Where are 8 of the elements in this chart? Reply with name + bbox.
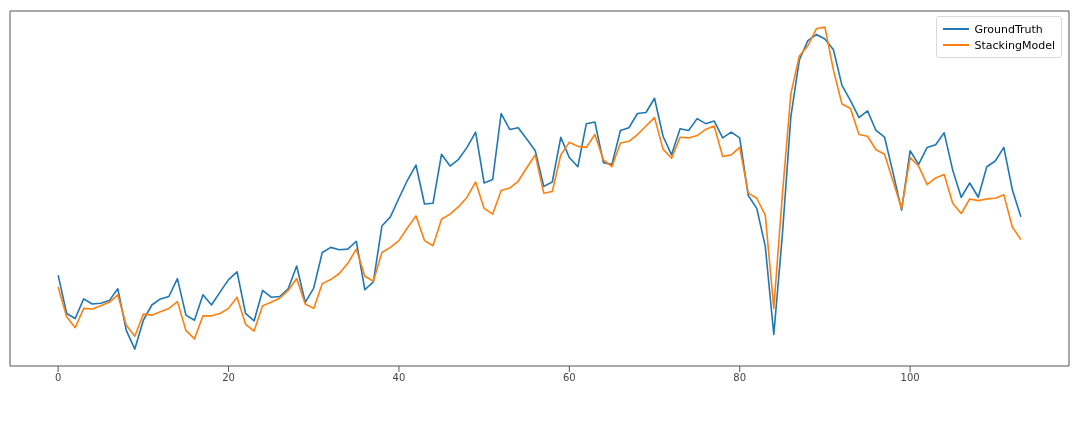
x-tick-label: 80 xyxy=(733,372,747,384)
x-tick-label: 0 xyxy=(54,372,62,384)
x-tick-label: 20 xyxy=(222,372,235,384)
legend-label: StackingModel xyxy=(974,38,1055,52)
x-tick-label: 40 xyxy=(392,372,406,384)
x-tick-label: 100 xyxy=(900,372,920,384)
legend-label: GroundTruth xyxy=(974,22,1043,36)
x-tick-label: 60 xyxy=(562,372,576,384)
